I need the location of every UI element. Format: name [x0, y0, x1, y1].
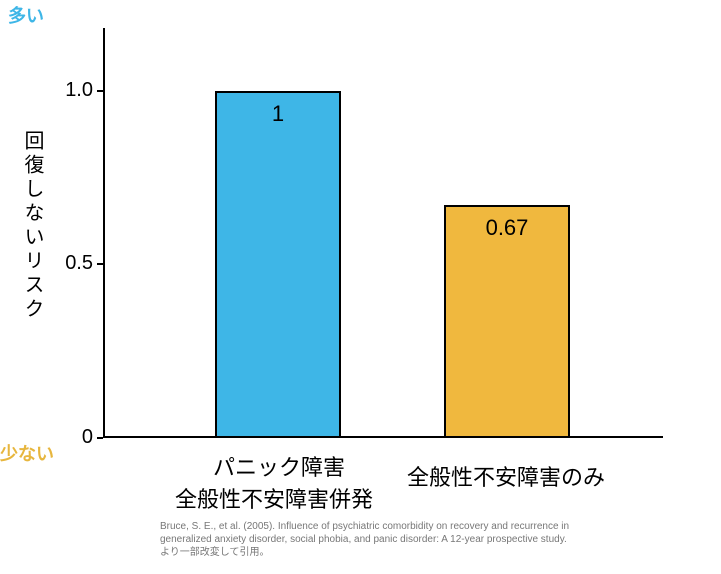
- yaxis-top-note: 多い: [8, 2, 44, 28]
- xaxis-category-label: 全般性不安障害併発: [175, 482, 373, 514]
- bar: 1: [215, 91, 341, 438]
- bar-value-label: 1: [217, 101, 339, 127]
- ytick-label: 1.0: [53, 79, 93, 102]
- ytick-label: 0: [53, 426, 93, 449]
- yaxis-bottom-note: 少ない: [0, 440, 54, 466]
- bar: 0.67: [444, 205, 570, 438]
- xaxis-category-label: パニック障害: [213, 450, 345, 482]
- y-axis-line: [103, 28, 105, 438]
- x-axis-line: [103, 436, 663, 438]
- ytick-label: 0.5: [53, 252, 93, 275]
- xaxis-category-label: 全般性不安障害のみ: [407, 460, 605, 492]
- ytick-mark: [97, 437, 103, 439]
- citation-text: Bruce, S. E., et al. (2005). Influence o…: [160, 520, 590, 559]
- ytick-mark: [97, 90, 103, 92]
- yaxis-label: 回復しないリスク: [18, 130, 47, 322]
- chart-plot-area: 00.51.010.67: [103, 28, 663, 438]
- bar-value-label: 0.67: [446, 215, 568, 241]
- ytick-mark: [97, 263, 103, 265]
